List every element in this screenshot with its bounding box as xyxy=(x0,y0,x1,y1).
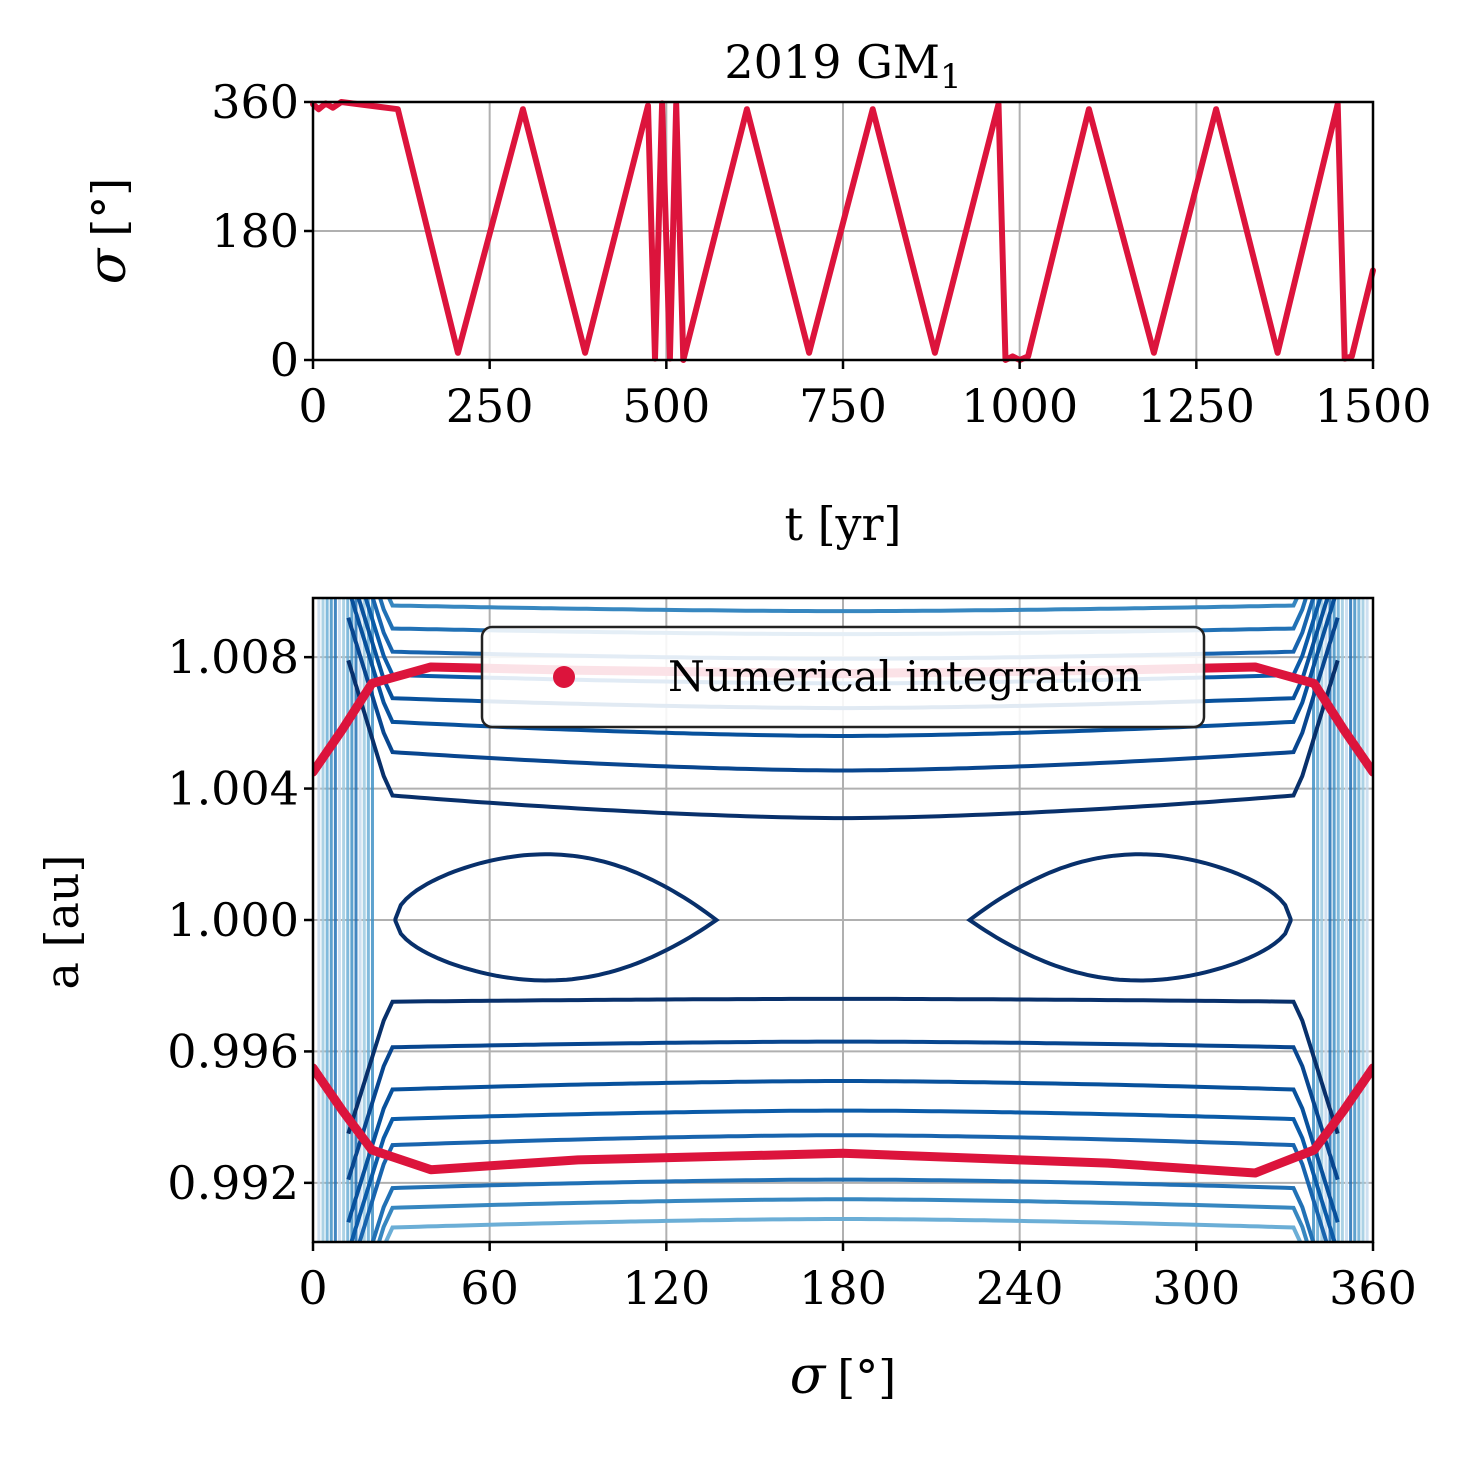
bottom-xtick-label: 120 xyxy=(622,1261,710,1315)
contour-open-line xyxy=(346,1039,1340,1181)
legend: Numerical integration xyxy=(480,625,1206,729)
legend-marker xyxy=(553,666,575,688)
contour-open-line xyxy=(376,1197,1310,1242)
bottom-xlabel: σ [°] xyxy=(790,1346,896,1406)
bottom-ylabel: a [au] xyxy=(35,855,89,990)
top-ticks: 0 250 500 750 1000 1250 1500 0 180 360 xyxy=(211,75,1431,433)
sigma-time-series xyxy=(310,99,1376,363)
bottom-ytick-label: 1.000 xyxy=(167,893,299,947)
bottom-xtick-label: 360 xyxy=(1329,1261,1417,1315)
bottom-xtick-label: 300 xyxy=(1152,1261,1240,1315)
bottom-xtick-label: 240 xyxy=(976,1261,1064,1315)
legend-box xyxy=(480,625,1206,729)
top-xtick-label: 1500 xyxy=(1314,379,1431,433)
top-ytick-label: 360 xyxy=(211,75,299,129)
top-xtick-label: 250 xyxy=(446,379,534,433)
top-panel: 0 250 500 750 1000 1250 1500 0 180 360 2019 GM1 t… xyxy=(78,35,1432,551)
top-xtick-label: 750 xyxy=(799,379,887,433)
contour-open-line xyxy=(383,1217,1303,1242)
contour-open-line xyxy=(349,1108,1337,1242)
bottom-ytick-label: 1.008 xyxy=(167,630,299,684)
contour-open-line xyxy=(346,996,1340,1135)
top-xtick-label: 1250 xyxy=(1138,379,1255,433)
contour-closed-island xyxy=(966,852,1293,983)
contour-open-line xyxy=(346,1079,1340,1223)
top-ylabel: σ[°] xyxy=(78,178,138,284)
contour-open-line xyxy=(386,598,1300,614)
contour-open-line xyxy=(370,1177,1316,1242)
numerical-integration-band xyxy=(313,1063,1373,1178)
top-xtick-label: 500 xyxy=(622,379,710,433)
bottom-ytick-label: 0.996 xyxy=(167,1024,299,1078)
contour-open-line xyxy=(357,1133,1329,1242)
bottom-ticks: 0 60 120 180 240 300 360 0.992 0.996 1.000 1.004 1.… xyxy=(167,630,1417,1315)
contour-closed-island xyxy=(393,852,720,983)
bottom-ytick-label: 1.004 xyxy=(167,762,299,816)
legend-label: Numerical integration xyxy=(668,652,1142,701)
contour-open-line xyxy=(346,617,1340,773)
bottom-xtick-label: 0 xyxy=(298,1261,327,1315)
top-xtick-label: 1000 xyxy=(961,379,1078,433)
contour-open-line xyxy=(346,659,1340,821)
top-xlabel: t [yr] xyxy=(785,497,902,551)
top-ytick-label: 180 xyxy=(211,204,299,258)
bottom-xtick-label: 180 xyxy=(799,1261,887,1315)
bottom-xtick-label: 60 xyxy=(460,1261,519,1315)
top-xtick-label: 0 xyxy=(298,379,327,433)
bottom-panel: 0 60 120 180 240 300 360 0.992 0.996 1.000 1.004 1.… xyxy=(35,596,1417,1406)
top-series xyxy=(310,99,1376,363)
bottom-ytick-label: 0.992 xyxy=(167,1156,299,1210)
top-ytick-label: 0 xyxy=(270,333,299,387)
top-title: 2019 GM1 xyxy=(724,35,961,97)
